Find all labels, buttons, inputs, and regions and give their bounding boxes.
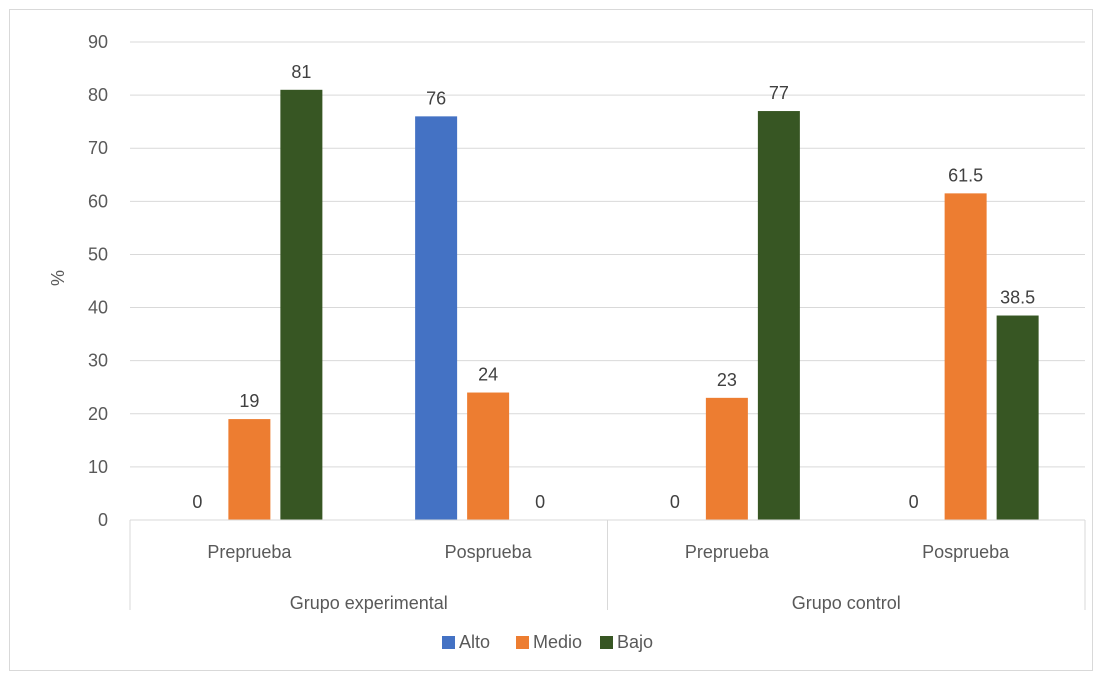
bar bbox=[228, 419, 271, 520]
data-label: 0 bbox=[670, 492, 680, 512]
data-label: 19 bbox=[239, 391, 259, 411]
data-label: 81 bbox=[291, 62, 311, 82]
data-label: 0 bbox=[535, 492, 545, 512]
legend-swatch bbox=[442, 636, 455, 649]
legend: Alto Medio Bajo bbox=[442, 632, 653, 652]
bar bbox=[415, 116, 458, 520]
y-tick-label: 60 bbox=[88, 191, 108, 211]
x-tick-label: Preprueba bbox=[207, 542, 292, 562]
legend-label: Bajo bbox=[617, 632, 653, 652]
chart-frame bbox=[9, 9, 1093, 671]
y-tick-label: 10 bbox=[88, 457, 108, 477]
y-tick-label: 80 bbox=[88, 85, 108, 105]
bar bbox=[467, 392, 510, 520]
bar bbox=[757, 111, 800, 521]
axes: 0 10 20 30 40 50 60 70 80 90 Preprueba Posprueba Pre… bbox=[88, 32, 1086, 613]
bars bbox=[228, 89, 1039, 521]
y-tick-label: 0 bbox=[98, 510, 108, 530]
y-tick-label: 70 bbox=[88, 138, 108, 158]
legend-swatch bbox=[600, 636, 613, 649]
legend-label: Medio bbox=[533, 632, 582, 652]
bar bbox=[705, 397, 748, 520]
y-tick-label: 50 bbox=[88, 244, 108, 264]
data-labels: 0 19 81 76 24 0 0 23 77 0 61.5 38.5 bbox=[192, 62, 1035, 512]
data-label: 0 bbox=[192, 492, 202, 512]
bar bbox=[280, 89, 323, 521]
bar bbox=[996, 315, 1039, 520]
x-tick-label: Posprueba bbox=[445, 542, 533, 562]
x-tick-label: Posprueba bbox=[922, 542, 1010, 562]
data-label: 23 bbox=[717, 370, 737, 390]
legend-swatch bbox=[516, 636, 529, 649]
x-group-label: Grupo experimental bbox=[290, 593, 448, 613]
x-group-label: Grupo control bbox=[792, 593, 901, 613]
y-tick-label: 90 bbox=[88, 32, 108, 52]
data-label: 38.5 bbox=[1000, 288, 1035, 308]
data-label: 76 bbox=[426, 88, 446, 108]
data-label: 0 bbox=[909, 492, 919, 512]
gridlines bbox=[130, 41, 1085, 468]
y-tick-label: 30 bbox=[88, 351, 108, 371]
y-tick-label: 40 bbox=[88, 298, 108, 318]
data-label: 61.5 bbox=[948, 165, 983, 185]
y-tick-label: 20 bbox=[88, 404, 108, 424]
data-label: 77 bbox=[769, 83, 789, 103]
legend-label: Alto bbox=[459, 632, 490, 652]
y-axis-title: % bbox=[48, 270, 68, 286]
data-label: 24 bbox=[478, 365, 498, 385]
bar bbox=[944, 193, 987, 520]
x-tick-label: Preprueba bbox=[685, 542, 770, 562]
